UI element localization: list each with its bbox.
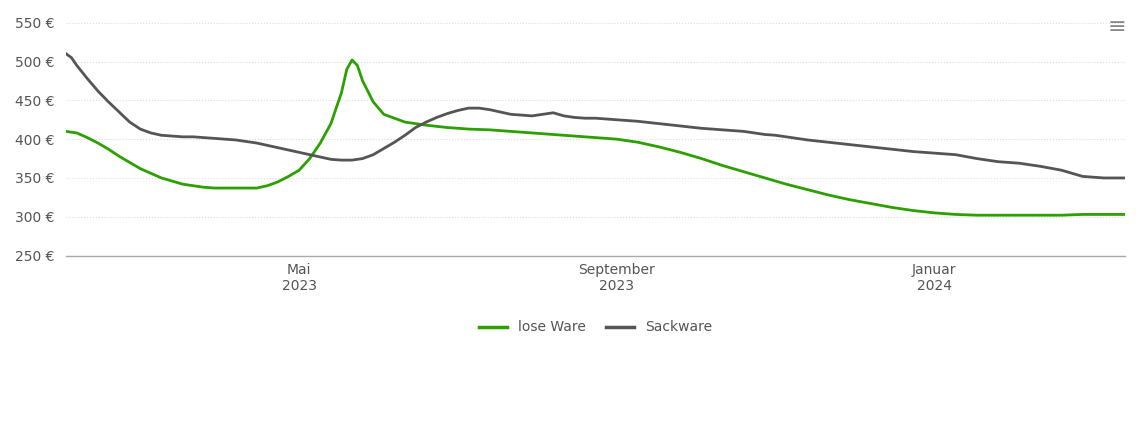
Text: ≡: ≡: [1108, 17, 1126, 37]
Legend: lose Ware, Sackware: lose Ware, Sackware: [473, 315, 718, 340]
